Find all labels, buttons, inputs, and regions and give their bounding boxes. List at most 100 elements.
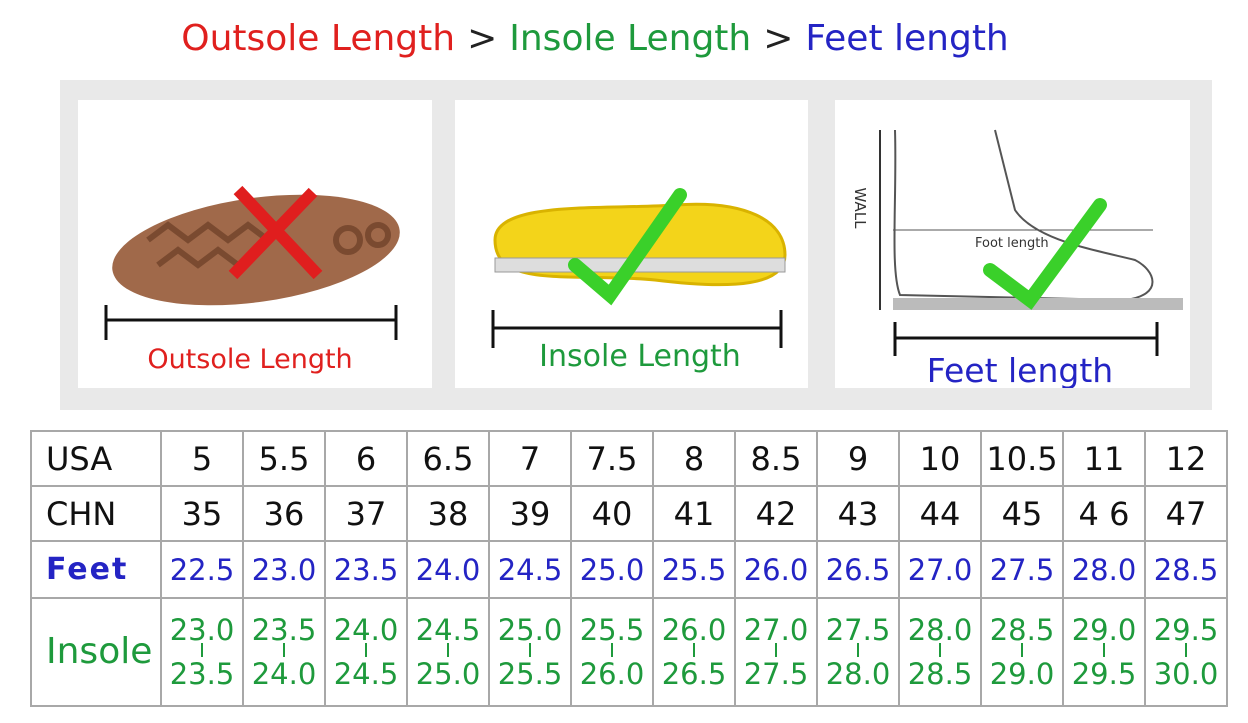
size-range: 24.5 25.0 <box>406 597 490 707</box>
table-row: USA 5 5.5 6 6.5 7 7.5 8 8.5 9 10 10.5 11 12 <box>30 430 1228 487</box>
title-part: Outsole Length <box>181 18 456 59</box>
insole-illustration: Insole Length <box>491 188 787 374</box>
size-cell: 5.5 <box>242 430 326 487</box>
size-cell: 5 <box>160 430 244 487</box>
size-range: 27.5 28.0 <box>816 597 900 707</box>
range-to: 24.5 <box>333 657 399 691</box>
size-cell: 8 <box>652 430 736 487</box>
size-cell: 22.5 <box>160 540 244 599</box>
size-range: 29.0 29.5 <box>1062 597 1146 707</box>
size-cell: 8.5 <box>734 430 818 487</box>
panel-label: Insole Length <box>539 339 741 374</box>
range-separator <box>775 643 777 657</box>
range-separator <box>447 643 449 657</box>
range-separator <box>1103 643 1105 657</box>
table-row: Insole 23.0 23.5 23.5 24.0 24.0 24.5 24.5 25.0 25… <box>30 597 1228 707</box>
row-label: Feet <box>30 540 162 599</box>
range-to: 28.0 <box>825 657 891 691</box>
size-cell: 43 <box>816 485 900 542</box>
range-separator <box>1021 643 1023 657</box>
size-cell: 25.0 <box>570 540 654 599</box>
ruler <box>893 298 1183 310</box>
gallery: Outsole Length Insole Length WALL Foot l… <box>60 80 1212 410</box>
size-range: 25.0 25.5 <box>488 597 572 707</box>
outsole-panel: Outsole Length <box>78 100 432 388</box>
range-separator <box>283 643 285 657</box>
range-to: 25.5 <box>497 657 563 691</box>
feet-panel: WALL Foot length Feet length <box>835 100 1190 390</box>
size-cell: 11 <box>1062 430 1146 487</box>
range-to: 30.0 <box>1153 657 1219 691</box>
size-cell: 25.5 <box>652 540 736 599</box>
size-cell: 27.5 <box>980 540 1064 599</box>
size-range: 28.0 28.5 <box>898 597 982 707</box>
size-cell: 44 <box>898 485 982 542</box>
title-part: Insole Length <box>509 18 752 59</box>
range-from: 24.5 <box>415 613 481 647</box>
row-label: Insole <box>30 597 162 707</box>
size-cell: 10 <box>898 430 982 487</box>
range-to: 25.0 <box>415 657 481 691</box>
range-to: 24.0 <box>251 657 317 691</box>
size-cell: 45 <box>980 485 1064 542</box>
range-to: 28.5 <box>907 657 973 691</box>
size-range: 24.0 24.5 <box>324 597 408 707</box>
size-table: USA 5 5.5 6 6.5 7 7.5 8 8.5 9 10 10.5 11 12 CHN 35 36 37 3… <box>30 430 1228 707</box>
size-cell: 7.5 <box>570 430 654 487</box>
insole-panel: Insole Length <box>455 100 808 388</box>
size-cell: 36 <box>242 485 326 542</box>
range-separator <box>693 643 695 657</box>
range-separator <box>857 643 859 657</box>
size-cell: 35 <box>160 485 244 542</box>
range-separator <box>201 643 203 657</box>
tread <box>146 221 391 269</box>
wall-label: WALL <box>851 188 869 230</box>
size-cell: 9 <box>816 430 900 487</box>
range-separator <box>1185 643 1187 657</box>
range-to: 26.5 <box>661 657 727 691</box>
title-separator: > <box>467 18 498 59</box>
size-cell: 4 6 <box>1062 485 1146 542</box>
size-cell: 28.0 <box>1062 540 1146 599</box>
range-from: 23.0 <box>169 613 235 647</box>
title-part: Feet length <box>805 18 1009 59</box>
measure-line <box>104 305 398 340</box>
size-range: 23.5 24.0 <box>242 597 326 707</box>
range-to: 29.0 <box>989 657 1055 691</box>
range-from: 25.5 <box>579 613 645 647</box>
range-from: 27.0 <box>743 613 809 647</box>
range-from: 24.0 <box>333 613 399 647</box>
range-from: 23.5 <box>251 613 317 647</box>
size-cell: 10.5 <box>980 430 1064 487</box>
size-cell: 24.0 <box>406 540 490 599</box>
size-cell: 23.0 <box>242 540 326 599</box>
table-row: CHN 35 36 37 38 39 40 41 42 43 44 45 4 6 47 <box>30 485 1228 542</box>
panel-label: Feet length <box>927 351 1113 388</box>
range-from: 26.0 <box>661 613 727 647</box>
feet-illustration: WALL Foot length Feet length <box>851 129 1183 390</box>
check <box>568 188 687 306</box>
size-cell: 6 <box>324 430 408 487</box>
size-cell: 40 <box>570 485 654 542</box>
title-separator: > <box>763 18 794 59</box>
size-range: 23.0 23.5 <box>160 597 244 707</box>
size-range: 25.5 26.0 <box>570 597 654 707</box>
size-cell: 28.5 <box>1144 540 1228 599</box>
size-cell: 41 <box>652 485 736 542</box>
range-separator <box>365 643 367 657</box>
size-cell: 12 <box>1144 430 1228 487</box>
range-to: 23.5 <box>169 657 235 691</box>
range-separator <box>529 643 531 657</box>
foot <box>893 129 1154 302</box>
cross <box>228 185 323 280</box>
range-to: 29.5 <box>1071 657 1137 691</box>
size-cell: 23.5 <box>324 540 408 599</box>
range-to: 27.5 <box>743 657 809 691</box>
check <box>983 198 1107 310</box>
row-label: CHN <box>30 485 162 542</box>
size-range: 29.5 30.0 <box>1144 597 1228 707</box>
range-from: 29.0 <box>1071 613 1137 647</box>
measure-line <box>893 322 1159 356</box>
size-range: 28.5 29.0 <box>980 597 1064 707</box>
